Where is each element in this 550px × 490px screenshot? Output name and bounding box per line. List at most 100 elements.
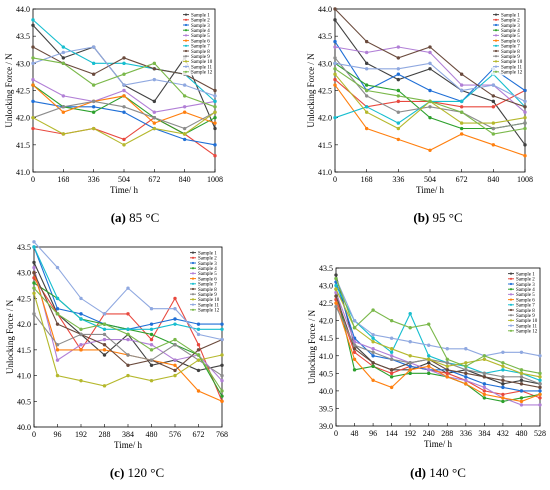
data-point xyxy=(396,77,401,82)
y-tick-label: 40.5 xyxy=(17,397,31,406)
data-point xyxy=(538,389,542,393)
legend-marker xyxy=(184,65,188,68)
data-point xyxy=(364,110,369,114)
data-point xyxy=(149,327,154,331)
x-tick-label: 1008 xyxy=(207,175,223,184)
legend-label: Sample 10 xyxy=(191,60,213,65)
data-point xyxy=(389,375,394,379)
x-tick-label: 48 xyxy=(351,429,359,438)
legend-label: Sample 1 xyxy=(191,13,210,18)
data-point xyxy=(459,121,464,125)
data-point xyxy=(149,379,154,383)
legend-marker xyxy=(191,272,195,275)
data-point xyxy=(102,322,107,326)
x-tick-label: 0 xyxy=(31,175,35,184)
data-point xyxy=(152,115,157,120)
legend-marker xyxy=(494,23,498,27)
data-point xyxy=(364,105,369,109)
data-point xyxy=(333,7,337,11)
x-tick-label: 432 xyxy=(497,429,509,438)
legend-marker xyxy=(184,44,188,47)
data-point xyxy=(428,99,432,104)
data-point xyxy=(31,77,35,82)
data-point xyxy=(491,94,496,98)
data-point xyxy=(371,347,375,351)
data-point xyxy=(445,375,449,379)
data-point xyxy=(32,265,36,270)
legend-label: Sample 4 xyxy=(198,267,217,272)
legend-label: Sample 9 xyxy=(198,293,217,298)
data-point xyxy=(389,318,394,323)
data-point xyxy=(152,77,157,82)
legend-label: Sample 5 xyxy=(191,34,210,39)
x-tick-label: 288 xyxy=(441,429,453,438)
data-point xyxy=(79,317,83,321)
legend-label: Sample 2 xyxy=(191,19,210,24)
data-point xyxy=(538,371,542,376)
legend-marker xyxy=(191,303,195,306)
series-11 xyxy=(333,61,527,104)
data-point xyxy=(523,126,527,131)
data-point xyxy=(445,347,449,351)
series-11 xyxy=(31,45,217,98)
data-point xyxy=(396,88,401,93)
data-point xyxy=(519,399,524,404)
legend-label: Sample 11 xyxy=(501,65,523,70)
legend-marker xyxy=(184,13,188,16)
data-point xyxy=(482,389,487,393)
data-point xyxy=(122,61,126,66)
y-tick-label: 43.5 xyxy=(319,264,333,273)
data-point xyxy=(396,99,401,104)
y-tick-label: 41.0 xyxy=(318,168,332,177)
data-point xyxy=(31,61,35,66)
data-point xyxy=(491,105,496,109)
data-point xyxy=(371,336,375,340)
data-point xyxy=(389,368,394,372)
data-point xyxy=(491,143,496,147)
data-point xyxy=(91,126,96,131)
legend-marker xyxy=(509,288,513,291)
data-point xyxy=(31,18,35,22)
data-point xyxy=(55,373,60,378)
legend-marker xyxy=(191,261,195,265)
data-point xyxy=(173,373,177,378)
series-line xyxy=(335,288,541,402)
data-point xyxy=(523,88,527,93)
data-point xyxy=(389,347,394,351)
series-line xyxy=(335,281,540,392)
legend-marker xyxy=(184,55,188,58)
panel-caption: (d) 140 °C xyxy=(410,465,466,480)
data-point xyxy=(55,312,60,316)
caption-temperature: 95 °C xyxy=(433,210,463,225)
caption-label: (b) xyxy=(413,210,429,225)
series-12 xyxy=(31,56,217,109)
y-tick-label: 40.0 xyxy=(17,423,31,432)
data-point xyxy=(389,371,394,376)
x-tick-label: 384 xyxy=(478,429,490,438)
legend-label: Sample 5 xyxy=(198,272,217,277)
data-point xyxy=(334,276,338,281)
data-point xyxy=(464,368,468,372)
legend-marker xyxy=(191,256,195,259)
data-point xyxy=(464,347,468,351)
data-point xyxy=(32,281,36,285)
data-point xyxy=(389,357,394,361)
legend-marker xyxy=(191,293,195,296)
legend-marker xyxy=(184,60,188,63)
x-tick-label: 96 xyxy=(54,430,62,439)
data-point xyxy=(501,350,505,354)
series-10 xyxy=(32,291,224,388)
data-point xyxy=(333,67,337,71)
legend-label: Sample 7 xyxy=(191,45,210,50)
data-point xyxy=(220,322,224,326)
data-point xyxy=(126,312,130,316)
data-point xyxy=(428,45,432,49)
data-point xyxy=(408,354,412,358)
y-tick-label: 39.5 xyxy=(319,404,333,413)
data-point xyxy=(61,50,66,55)
legend-marker xyxy=(184,18,188,21)
data-point xyxy=(501,361,505,365)
data-point xyxy=(371,308,375,312)
x-axis-label: Time/ h xyxy=(110,185,138,195)
legend-marker xyxy=(184,34,188,37)
